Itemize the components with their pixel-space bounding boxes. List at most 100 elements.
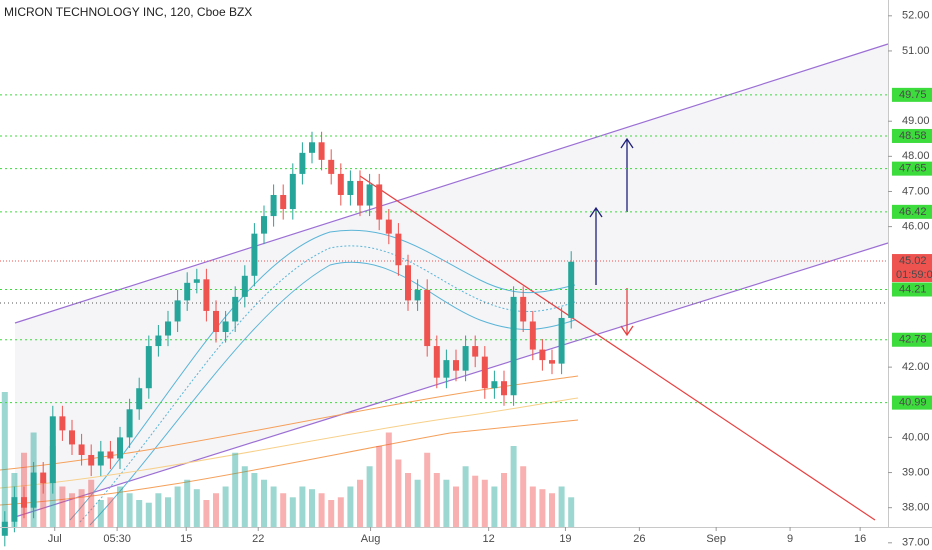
x-tick-label: Aug bbox=[361, 533, 381, 545]
candle-body bbox=[366, 184, 373, 206]
candle-body bbox=[395, 233, 402, 266]
volume-bar bbox=[385, 432, 392, 527]
level-tag bbox=[892, 282, 932, 297]
candle-body bbox=[251, 233, 258, 276]
axis-layer: 52.00 51.00 49.00 48.00 47.00 46.00 42.00 40.00… bbox=[48, 10, 932, 549]
candle-body bbox=[558, 317, 565, 364]
band-upper bbox=[69, 229, 576, 521]
volume-bar bbox=[193, 489, 200, 527]
candle-body bbox=[462, 346, 469, 371]
x-tick-label: 9 bbox=[787, 533, 793, 545]
candle-body bbox=[491, 381, 498, 389]
level-tag bbox=[892, 204, 932, 219]
candle-body bbox=[539, 349, 546, 361]
volume-bar bbox=[107, 497, 114, 527]
candle-body bbox=[289, 173, 296, 210]
level-label: 48.58 bbox=[899, 130, 927, 142]
volume-bar bbox=[472, 475, 479, 527]
volume-bar bbox=[88, 479, 95, 527]
channel-fill bbox=[15, 44, 888, 517]
volume-bar bbox=[241, 466, 248, 527]
volume-bar bbox=[366, 466, 373, 527]
candle-body bbox=[30, 472, 37, 508]
candle-body bbox=[280, 194, 287, 210]
candle-body bbox=[97, 451, 104, 466]
volume-bar bbox=[203, 500, 210, 527]
volume-bar bbox=[97, 500, 104, 527]
volume-bar bbox=[443, 479, 450, 527]
volume-bar bbox=[136, 500, 143, 527]
x-tick-label: 05:30 bbox=[103, 533, 131, 545]
y-tick-label: 49.00 bbox=[902, 115, 930, 127]
volume-bar bbox=[1, 392, 8, 527]
candle-body bbox=[501, 381, 507, 396]
volume-bar bbox=[347, 486, 354, 527]
level-tag bbox=[892, 332, 932, 347]
candle-body bbox=[568, 261, 575, 318]
candle-body bbox=[213, 310, 219, 333]
volume-bar bbox=[117, 486, 123, 527]
y-tick-label: 39.00 bbox=[902, 466, 930, 478]
volume-bar bbox=[261, 479, 267, 527]
candle-body bbox=[59, 416, 66, 431]
volume-bar bbox=[174, 486, 181, 527]
volume-bar bbox=[462, 466, 469, 527]
candles-layer bbox=[1, 131, 575, 547]
candle-body bbox=[117, 437, 123, 459]
arrow-down bbox=[620, 288, 634, 337]
candle-body bbox=[414, 289, 421, 301]
band-lower bbox=[89, 261, 576, 526]
volume-bar bbox=[270, 486, 277, 527]
level-label: 40.99 bbox=[899, 397, 927, 409]
drawings bbox=[0, 43, 889, 526]
level-label: 49.75 bbox=[899, 89, 927, 101]
ma-mid bbox=[0, 397, 579, 489]
volume-bar bbox=[328, 500, 335, 527]
level-label: 47.65 bbox=[899, 163, 927, 175]
candle-body bbox=[299, 152, 306, 174]
volume-bar bbox=[337, 497, 344, 527]
candle-body bbox=[443, 360, 450, 378]
candle-body bbox=[309, 142, 315, 153]
volume-bar bbox=[184, 479, 191, 527]
x-tick-label: 19 bbox=[559, 533, 571, 545]
last-price-tag bbox=[892, 254, 932, 283]
volume-bar bbox=[520, 466, 527, 527]
level-label: 44.21 bbox=[899, 283, 927, 295]
volume-bar bbox=[481, 479, 488, 527]
level-tag bbox=[892, 128, 932, 143]
candle-body bbox=[385, 219, 392, 234]
volume-bar bbox=[309, 489, 315, 527]
y-tick-label: 47.00 bbox=[902, 185, 930, 197]
volume-bar bbox=[549, 493, 555, 527]
candle-body bbox=[11, 497, 18, 522]
volume-bar bbox=[376, 446, 383, 527]
trendline bbox=[359, 175, 876, 521]
volume-bar bbox=[78, 489, 85, 527]
volume-bar bbox=[299, 486, 306, 527]
candle-body bbox=[78, 444, 85, 455]
volume-bar bbox=[59, 486, 66, 527]
y-tick-label: 38.00 bbox=[902, 502, 930, 514]
last-price-label: 45.02 bbox=[899, 255, 927, 267]
level-tag bbox=[892, 161, 932, 176]
y-tick-label: 37.00 bbox=[902, 537, 930, 549]
candle-body bbox=[145, 346, 152, 389]
volume-bar bbox=[145, 502, 152, 527]
levels-layer bbox=[0, 94, 888, 404]
volume-bar bbox=[222, 486, 229, 527]
chart-title: MICRON TECHNOLOGY INC, 120, Cboe BZX bbox=[4, 5, 252, 19]
volume-bar bbox=[510, 446, 517, 527]
x-tick-label: 12 bbox=[483, 533, 495, 545]
countdown: 01:59:01 bbox=[896, 269, 932, 281]
volume-bar bbox=[232, 452, 239, 527]
x-tick-label: 15 bbox=[180, 533, 192, 545]
candle-body bbox=[1, 521, 8, 536]
volume-bar bbox=[357, 479, 363, 527]
volume-bar bbox=[251, 473, 258, 527]
y-tick-label: 48.00 bbox=[902, 150, 930, 162]
level-tag bbox=[892, 395, 932, 410]
candle-body bbox=[328, 159, 335, 174]
candle-body bbox=[126, 409, 133, 438]
x-tick-label: Jul bbox=[48, 533, 62, 545]
